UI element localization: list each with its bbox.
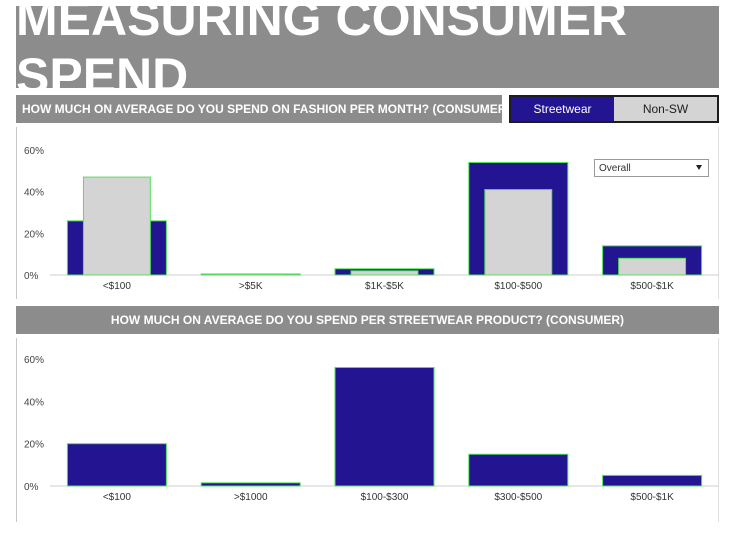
- chart2-y-tick-label: 0%: [24, 482, 39, 493]
- chart2-x-tick-label: $100-$300: [361, 492, 409, 503]
- page-title: MEASURING CONSUMER SPEND: [16, 0, 719, 104]
- legend-streetwear[interactable]: Streetwear: [511, 97, 614, 121]
- chart2-bar-streetwear: [602, 474, 703, 487]
- chart1-x-tick-label: $500-$1K: [630, 281, 674, 292]
- chart1-bar-non-sw: [82, 176, 151, 276]
- legend-non-sw[interactable]: Non-SW: [614, 97, 717, 121]
- chart2-y-tick-label: 60%: [24, 355, 44, 366]
- overall-dropdown[interactable]: Overall: [594, 159, 709, 177]
- chart1-bar-non-sw: [484, 189, 553, 276]
- chart1-y-tick-label: 20%: [24, 229, 44, 240]
- dropdown-value: Overall: [599, 162, 631, 174]
- chart2-x-tick-label: $500-$1K: [630, 492, 674, 503]
- chart2-bar-streetwear: [334, 366, 435, 487]
- chart2-x-tick-label: $300-$500: [494, 492, 542, 503]
- chart1-title: HOW MUCH ON AVERAGE DO YOU SPEND ON FASH…: [16, 95, 510, 123]
- series-legend: Streetwear Non-SW: [509, 95, 719, 123]
- chart1-y-tick-label: 0%: [24, 271, 39, 282]
- chart1-bar-non-sw: [618, 257, 687, 276]
- chart1-x-tick-label: $1K-$5K: [365, 281, 404, 292]
- chart1-x-tick-label: <$100: [103, 281, 132, 292]
- chart1-bar-non-sw: [216, 273, 285, 276]
- chart2-y-tick-label: 20%: [24, 440, 44, 451]
- chart2-bar-streetwear: [66, 443, 167, 487]
- chart2-x-tick-label: >$1000: [234, 492, 268, 503]
- chevron-down-icon: [696, 165, 702, 170]
- chart1-panel: [16, 127, 719, 299]
- chart1-y-tick-label: 60%: [24, 146, 44, 157]
- chart1-bar-non-sw: [350, 270, 419, 276]
- chart1-svg: 0% 20% 40% 60% <$100 >$5K $1K-$5K $100-$500 $500…: [24, 146, 719, 292]
- chart2-bar-streetwear: [468, 453, 569, 487]
- chart1-x-tick-label: >$5K: [239, 281, 263, 292]
- chart1-y-tick-label: 40%: [24, 188, 44, 199]
- chart2-title: HOW MUCH ON AVERAGE DO YOU SPEND PER STR…: [16, 306, 719, 334]
- chart1-x-tick-label: $100-$500: [494, 281, 542, 292]
- chart2-y-tick-label: 40%: [24, 397, 44, 408]
- chart2-panel: [16, 338, 719, 522]
- chart2-x-tick-label: <$100: [103, 492, 132, 503]
- chart2-bar-streetwear: [200, 482, 301, 487]
